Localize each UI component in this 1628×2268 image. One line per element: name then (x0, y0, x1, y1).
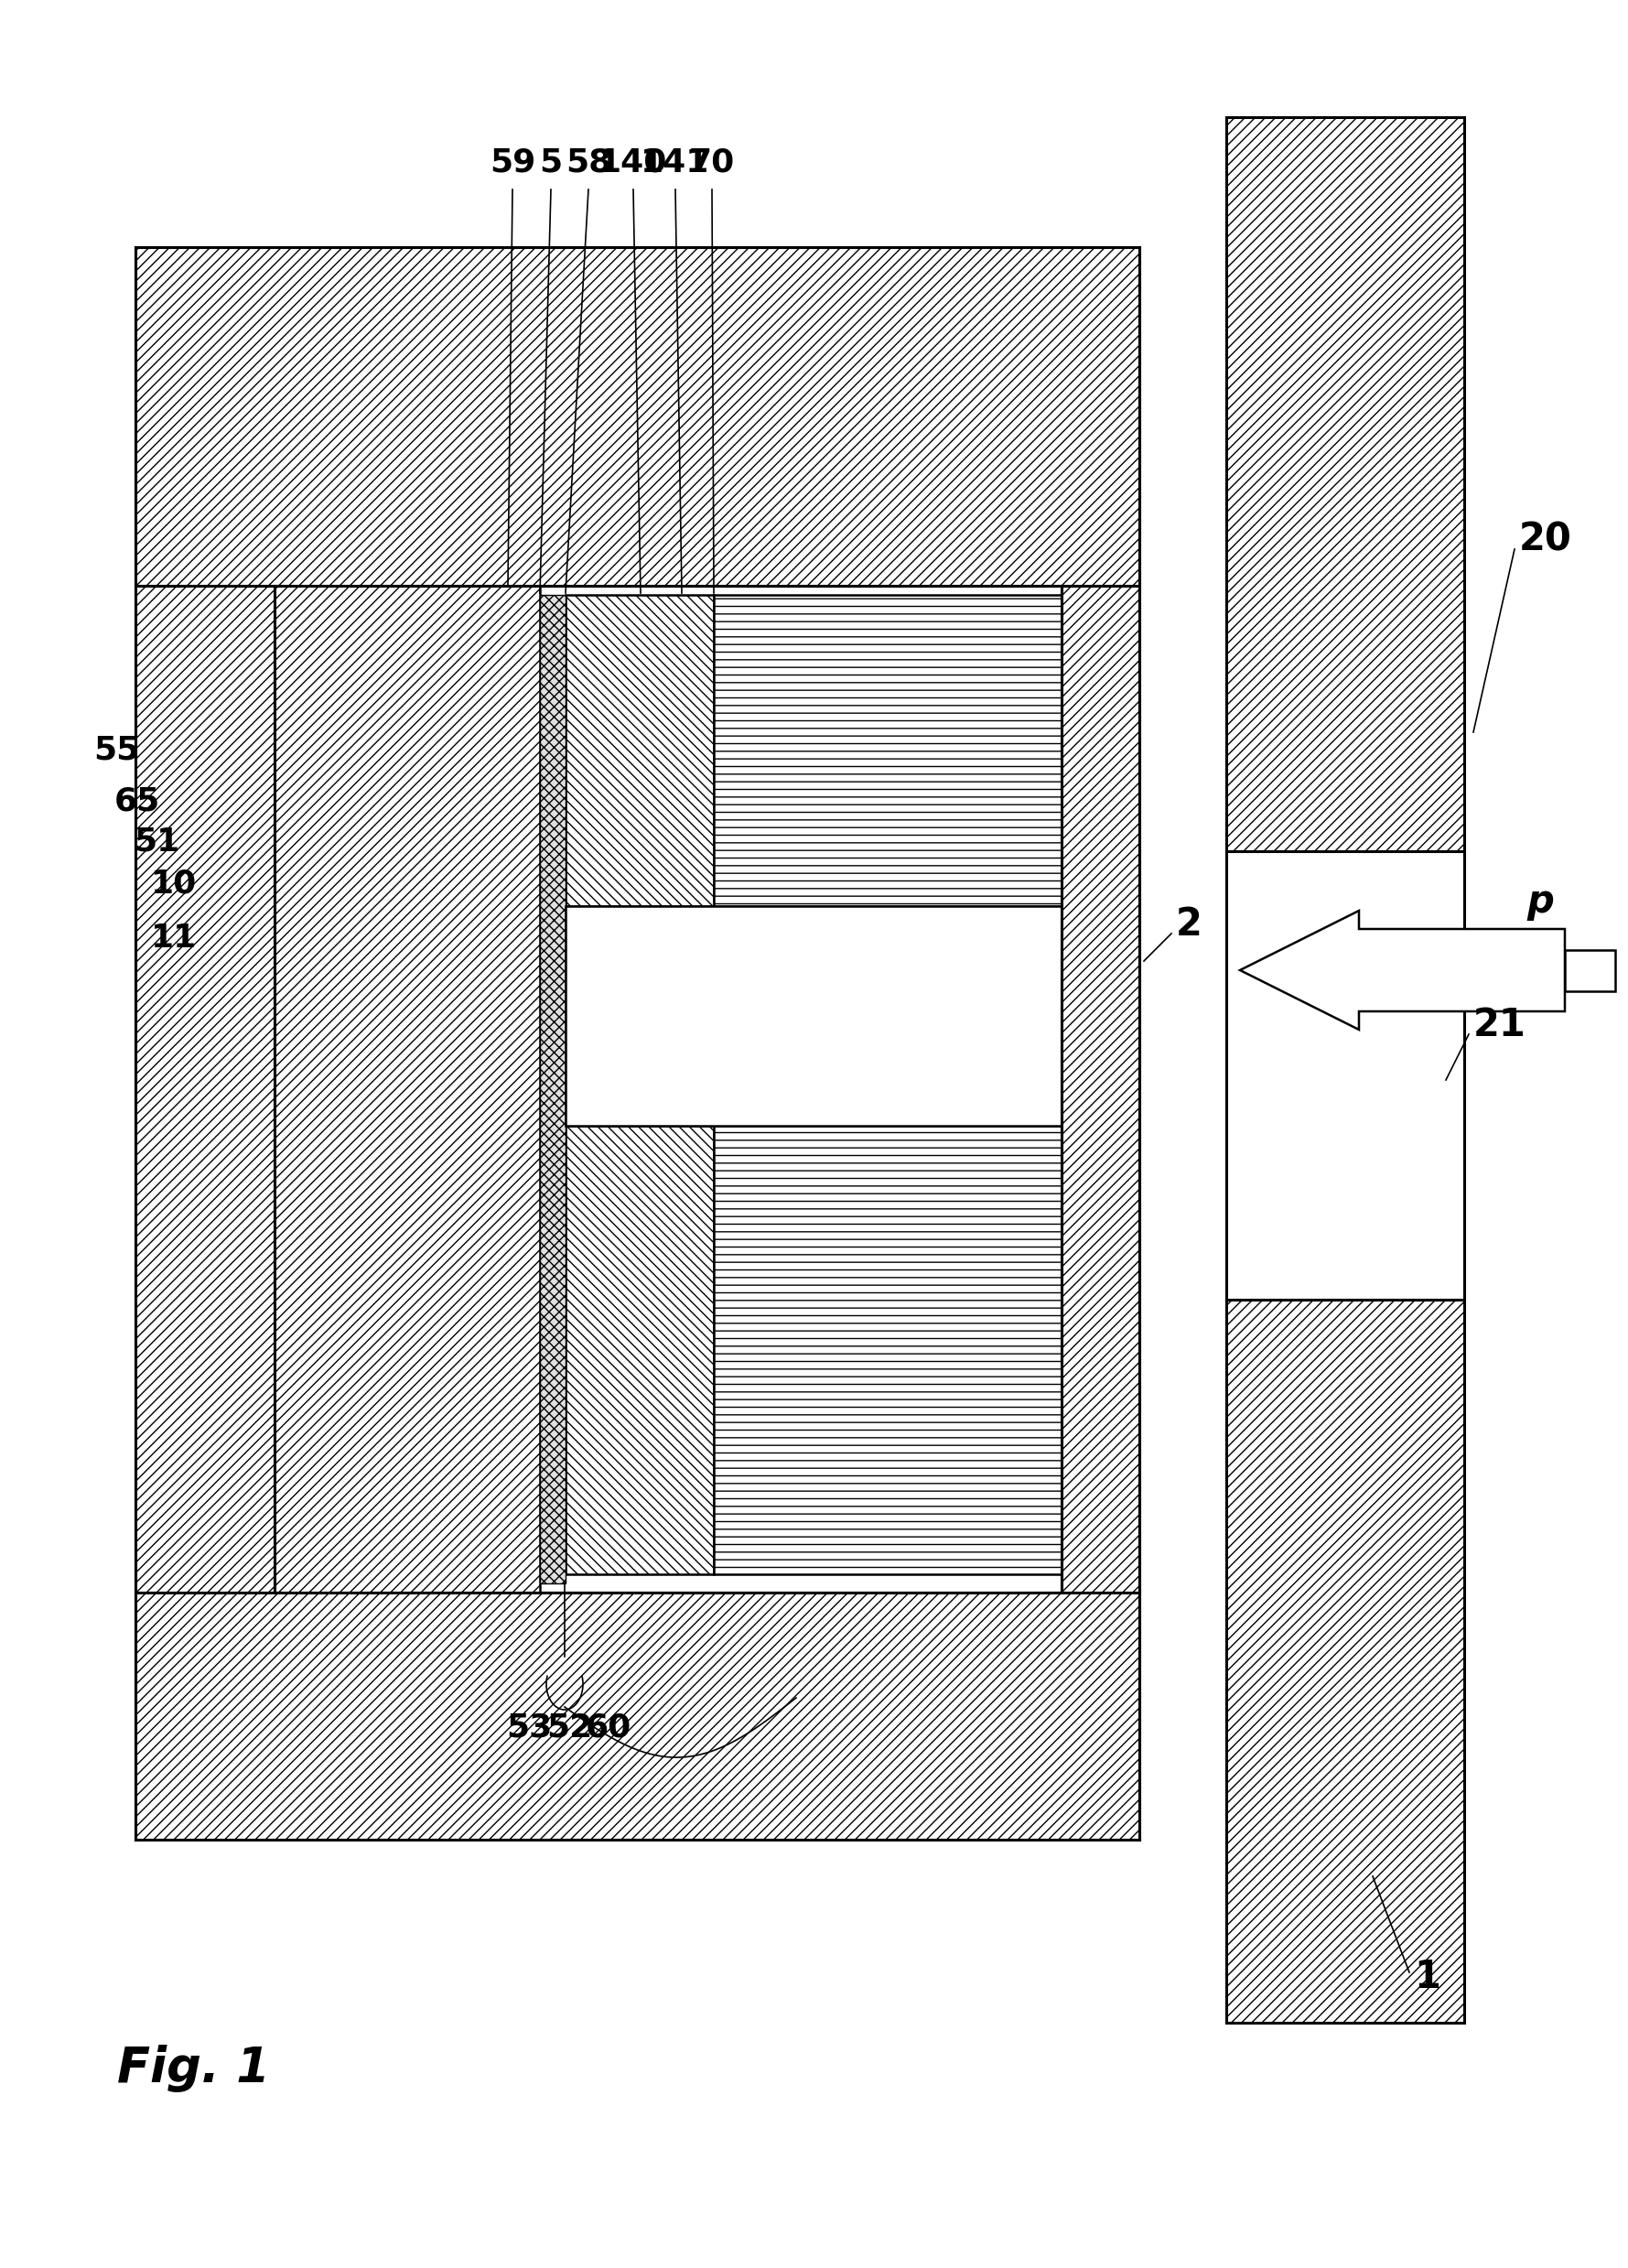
Text: 60: 60 (586, 1712, 632, 1742)
Text: 11: 11 (151, 923, 197, 955)
Polygon shape (135, 1592, 1140, 1839)
Polygon shape (1226, 118, 1464, 850)
Text: 1: 1 (1413, 1957, 1441, 1996)
Polygon shape (540, 594, 565, 1583)
Text: 53: 53 (506, 1712, 552, 1742)
Text: 55: 55 (93, 735, 138, 767)
Polygon shape (1241, 912, 1565, 1030)
Text: 2: 2 (1175, 905, 1203, 943)
Text: 140: 140 (599, 147, 667, 179)
Polygon shape (565, 594, 713, 907)
Polygon shape (713, 594, 1061, 907)
Text: 52: 52 (547, 1712, 593, 1742)
Text: 51: 51 (133, 826, 179, 857)
Bar (1226, 850, 1464, 1300)
Polygon shape (135, 585, 275, 1592)
Polygon shape (713, 1125, 1061, 1574)
Text: Fig. 1: Fig. 1 (117, 2046, 270, 2093)
Polygon shape (275, 585, 540, 1592)
Bar (565, 907, 1061, 1125)
Polygon shape (565, 1125, 713, 1574)
Bar (1565, 950, 1615, 991)
Text: 58: 58 (565, 147, 612, 179)
Text: p: p (1527, 882, 1553, 921)
Text: 65: 65 (114, 785, 160, 816)
Polygon shape (1061, 585, 1140, 1592)
Text: 5: 5 (539, 147, 562, 179)
Text: 141: 141 (641, 147, 710, 179)
Text: 21: 21 (1473, 1007, 1527, 1043)
Text: 59: 59 (490, 147, 536, 179)
Text: 20: 20 (1519, 522, 1573, 560)
Text: 70: 70 (689, 147, 734, 179)
Text: 10: 10 (151, 869, 197, 898)
Polygon shape (135, 247, 1140, 585)
Polygon shape (1226, 1300, 1464, 2023)
